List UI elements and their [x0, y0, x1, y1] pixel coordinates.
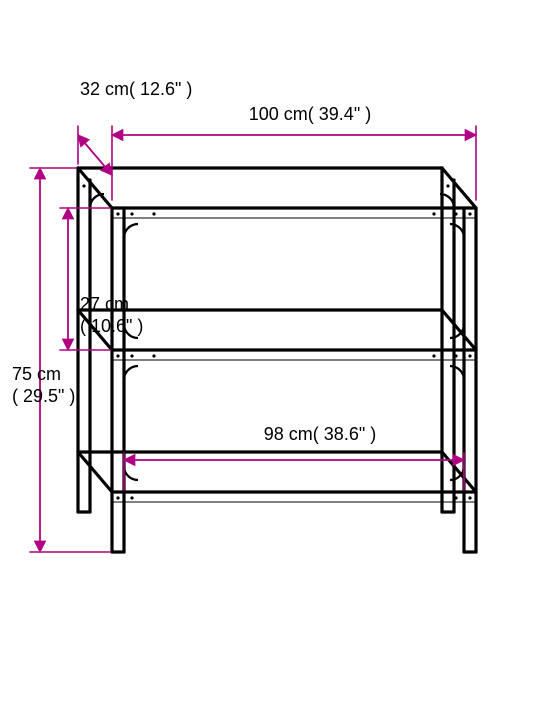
dimension-labels: 32 cm( 12.6" ) 100 cm( 39.4" ) 75 cm( 29…: [12, 79, 376, 444]
dim-width-label: 100 cm( 39.4" ): [249, 104, 371, 124]
dim-depth-label: 32 cm( 12.6" ): [80, 79, 192, 99]
dim-inner-width-label: 98 cm( 38.6" ): [264, 424, 376, 444]
dim-height-label: 75 cm( 29.5" ): [12, 364, 75, 406]
furniture-drawing: [78, 168, 476, 552]
